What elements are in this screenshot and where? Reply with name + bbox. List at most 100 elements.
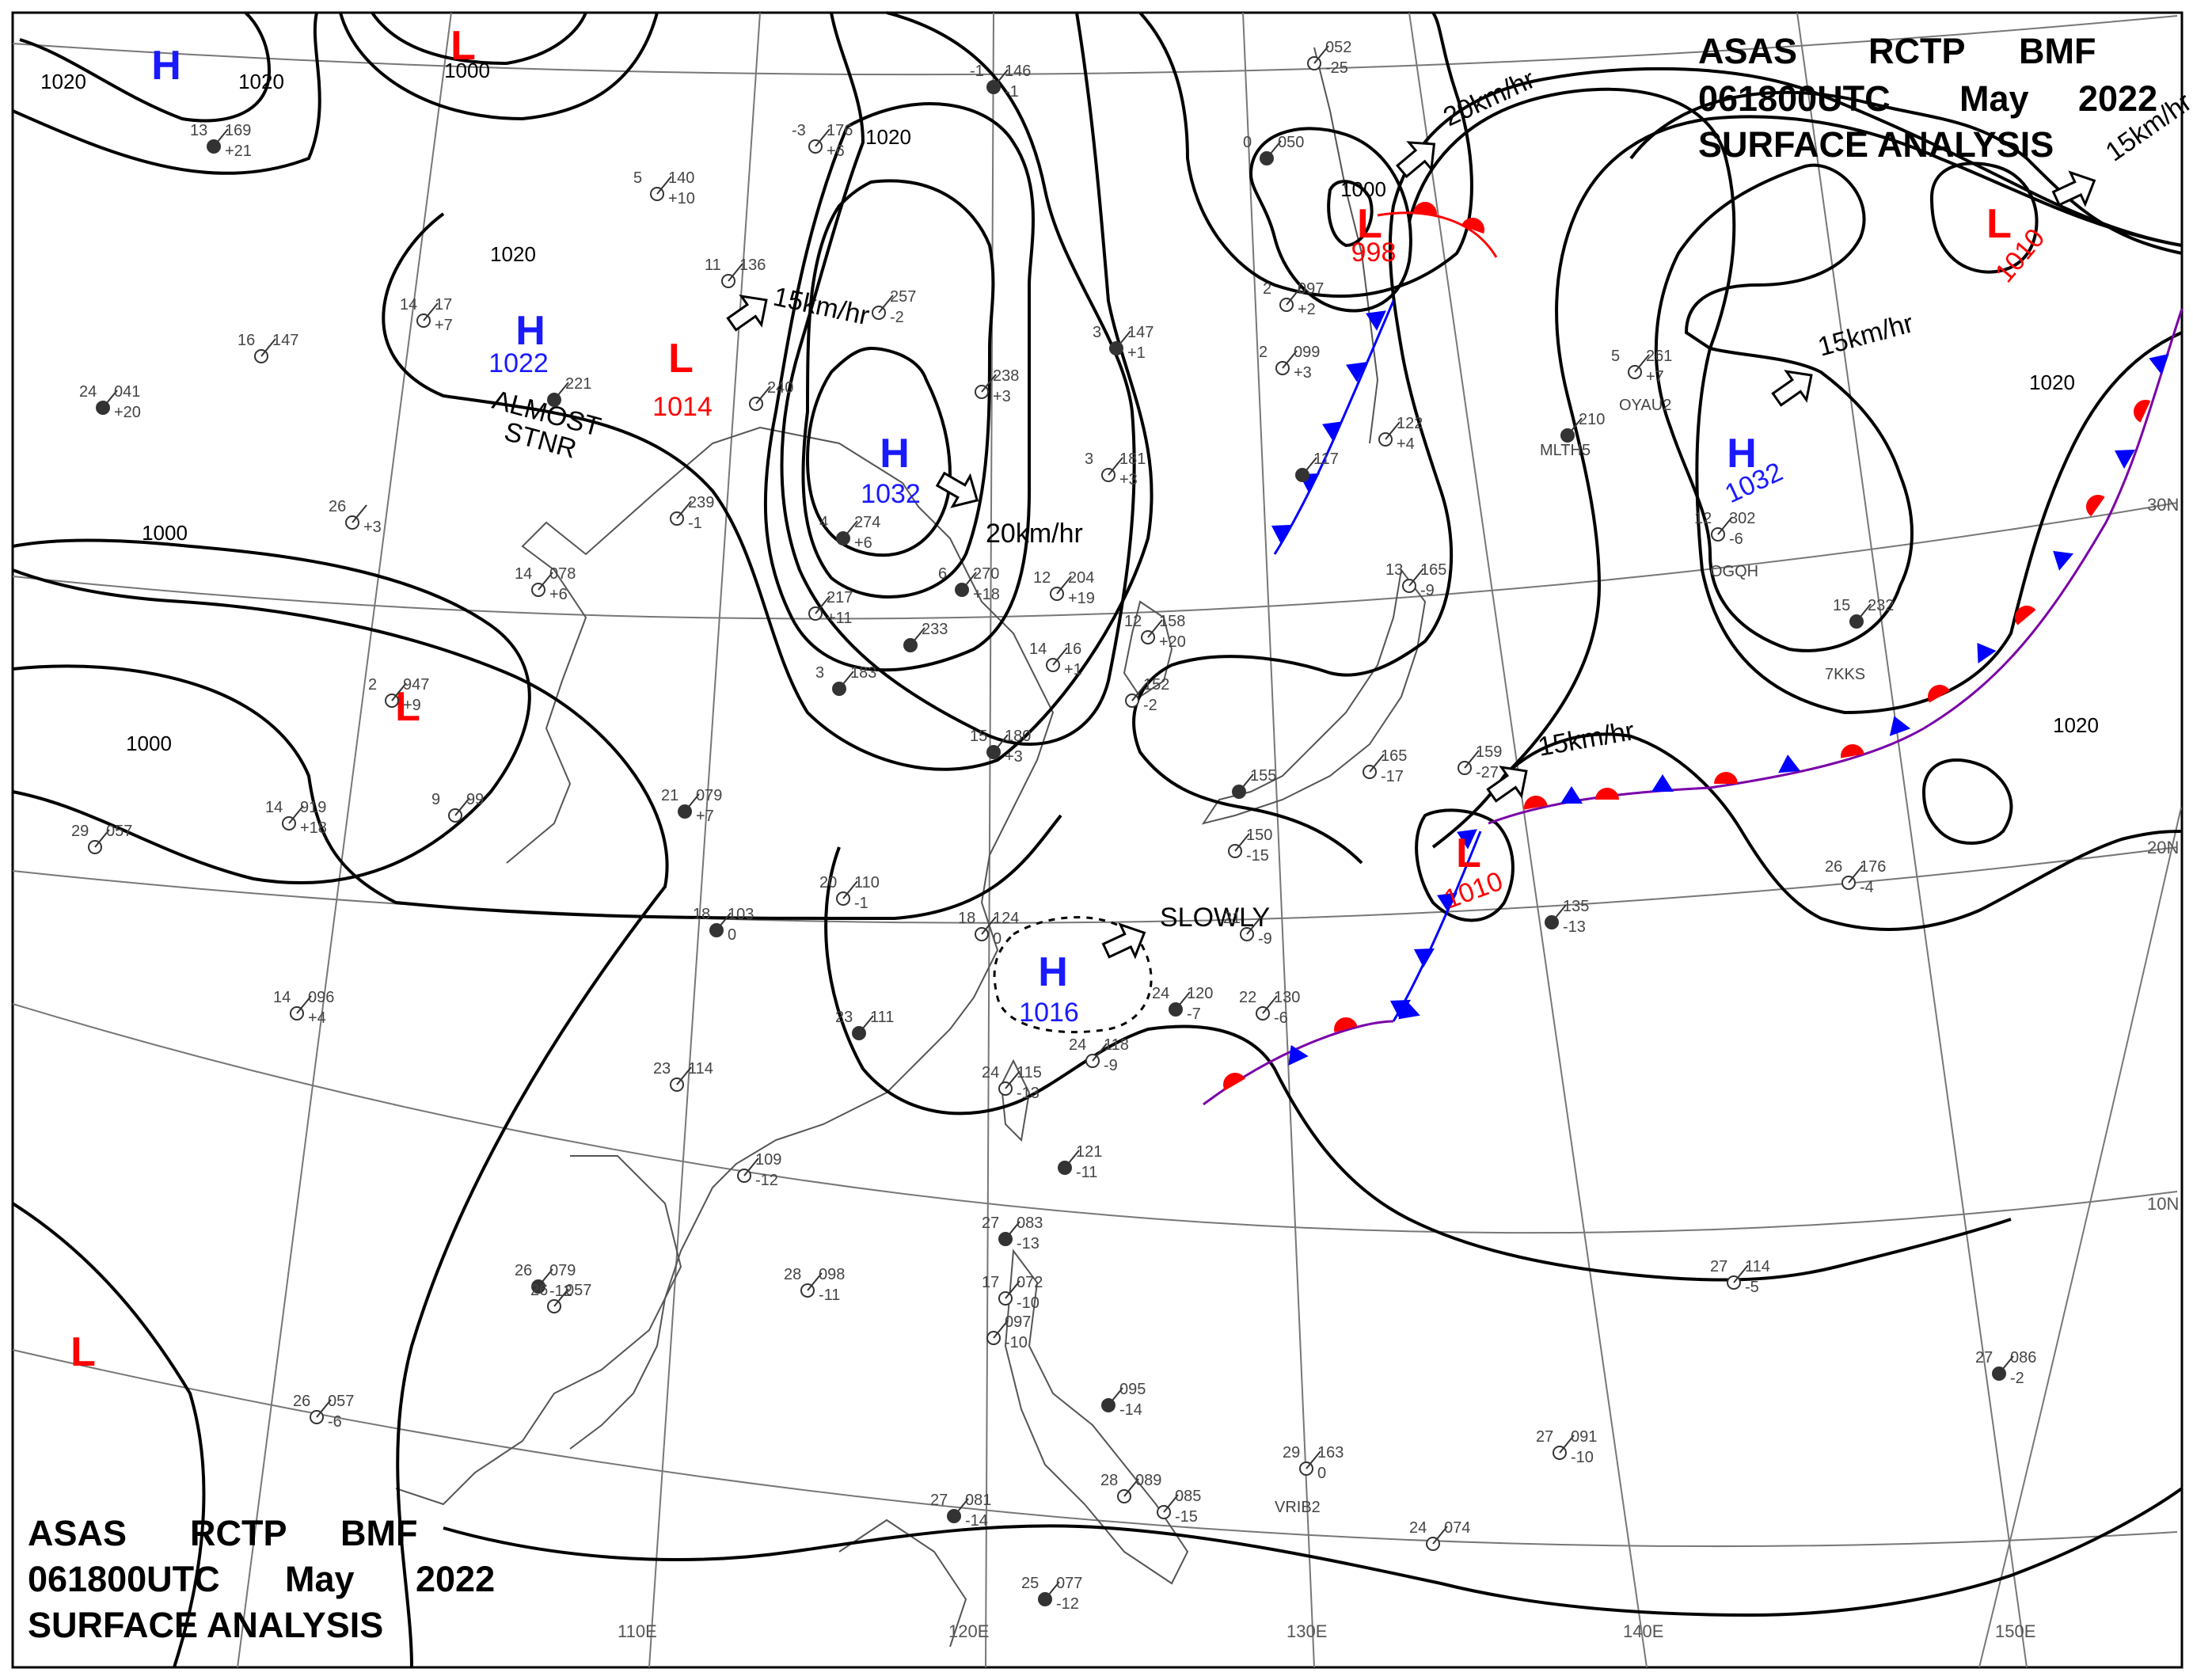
header-bottom-left: ASAS RCTP BMF 061800UTC May 2022 SURFACE…: [28, 1513, 495, 1645]
wind-barb: [1262, 995, 1278, 1014]
station-plot: 165-17: [1363, 747, 1407, 785]
station-plot: 24 120 -7: [1152, 985, 1213, 1023]
station-temperature: 26: [1825, 858, 1842, 876]
station-pressure: 204: [1068, 569, 1094, 587]
wind-barb: [1408, 568, 1424, 587]
low-center: L: [1357, 201, 1382, 247]
station-pressure: 086: [2010, 1349, 2036, 1366]
cold-front-triangle: [1398, 1000, 1420, 1020]
header-time: 061800UTC: [28, 1559, 220, 1599]
station-temperature: 17: [982, 1274, 999, 1291]
warm-front-semicircle: [1334, 1017, 1358, 1032]
station-tendency: -15: [1175, 1508, 1198, 1526]
wind-barb: [1567, 417, 1583, 436]
station-pressure: 165: [1420, 561, 1446, 579]
station-plot: 11 136: [705, 257, 766, 288]
wind-barb: [1005, 1070, 1020, 1089]
isobar: [824, 846, 2012, 1282]
station-temperature: 2: [1263, 280, 1271, 298]
station-temperature: 9: [431, 791, 440, 808]
ship-id: 7KKS: [1825, 666, 1865, 683]
station-plot: 15 232: [1833, 597, 1894, 629]
low-center: L: [1986, 201, 2012, 247]
station-plot: 122+4: [1378, 415, 1423, 453]
warm-front-semicircle: [1524, 796, 1548, 810]
lon-line-160e: [1978, 807, 2182, 1668]
station-temperature: 20: [819, 874, 837, 891]
station-pressure: 947: [403, 676, 429, 694]
coast-korea: [1123, 600, 1173, 698]
wind-barb: [1848, 865, 1864, 884]
station-plot: 21 079 +7: [661, 787, 722, 825]
station-plot: 27 083 -13: [982, 1214, 1043, 1252]
station-temperature: 21: [1223, 910, 1241, 927]
coast-borneo: [838, 1518, 967, 1648]
high-center: H: [515, 308, 545, 354]
station-tendency: -15: [1246, 847, 1269, 865]
warm-front-semicircle: [1413, 202, 1437, 215]
station-pressure: 057: [106, 823, 132, 840]
wind-barb: [1717, 516, 1733, 535]
cold-front-triangle: [1977, 642, 1997, 664]
warm-front-semicircle: [1461, 218, 1484, 234]
wind-barb: [316, 1399, 332, 1418]
station-pressure: 083: [1017, 1214, 1043, 1232]
high-pressure-value: 1032: [861, 479, 921, 509]
low-pressure-value: 1014: [652, 392, 713, 422]
lon-line-150e: [1796, 12, 2028, 1668]
station-tendency: +7: [435, 317, 453, 334]
wind-barb: [1313, 45, 1329, 64]
station-pressure: 103: [728, 906, 754, 923]
station-temperature: 28: [1100, 1472, 1118, 1489]
station-temperature: 14: [265, 799, 283, 816]
graticule: [12, 12, 2182, 1668]
station-plot: 14 096 +4: [273, 989, 334, 1027]
station-pressure: 099: [1294, 344, 1320, 361]
station-plot: 239-1: [670, 494, 714, 532]
movement-arrow: [1395, 141, 1436, 179]
wind-barb: [993, 1320, 1009, 1339]
low-center: L: [1456, 830, 1481, 876]
station-tendency: -12: [1056, 1595, 1079, 1613]
station-plot: 14 17 +7: [400, 296, 453, 334]
isobar-label: 1020: [490, 242, 536, 266]
station-pressure: 919: [300, 799, 326, 816]
station-tendency: 0: [728, 926, 736, 944]
cold-front-triangle: [1437, 892, 1458, 913]
station-tendency: -10: [1017, 1294, 1039, 1312]
movement-arrow: [726, 295, 768, 332]
station-plot: 17 072 -10: [982, 1274, 1043, 1312]
station-plot: 257-2: [872, 288, 916, 326]
wind-barb: [858, 1015, 874, 1034]
station-pressure: 240: [767, 379, 793, 397]
station-tendency: +11: [827, 610, 852, 627]
station-plot: 23 111: [835, 1009, 894, 1040]
movement-arrows: [726, 141, 2096, 960]
station-plot: 18 103 0: [693, 906, 754, 944]
wind-barb: [981, 374, 997, 393]
station-tendency: -1: [688, 515, 702, 532]
station-temperature: 13: [190, 122, 207, 139]
station-tendency: +2: [1298, 301, 1316, 318]
coast-indochina: [395, 1155, 682, 1506]
station-plot: 20 110 -1: [819, 874, 880, 912]
high-pressure-value: 1016: [1019, 998, 1079, 1028]
high-center: H: [151, 43, 181, 89]
station-plot: 27 086 -2: [1975, 1349, 2036, 1387]
wind-barb: [1733, 1264, 1749, 1283]
cold-front-triangle: [1413, 948, 1435, 968]
movement-arrow: [1486, 766, 1528, 803]
isobar: [1327, 180, 1374, 248]
station-pressure: 158: [1159, 613, 1185, 630]
wind-barb: [1246, 916, 1262, 935]
isobar: [19, 11, 272, 123]
station-pressure: 077: [1056, 1575, 1082, 1592]
coast-taiwan: [1000, 1059, 1031, 1142]
station-pressure: 155: [1250, 767, 1276, 785]
lon-line-140e: [1408, 12, 1648, 1668]
station-tendency: -9: [1258, 930, 1272, 948]
station-plot: 155: [1232, 767, 1276, 799]
station-temperature: 26: [530, 1282, 548, 1299]
station-tendency: +20: [114, 404, 141, 421]
lat-line-30n: [12, 502, 2178, 620]
